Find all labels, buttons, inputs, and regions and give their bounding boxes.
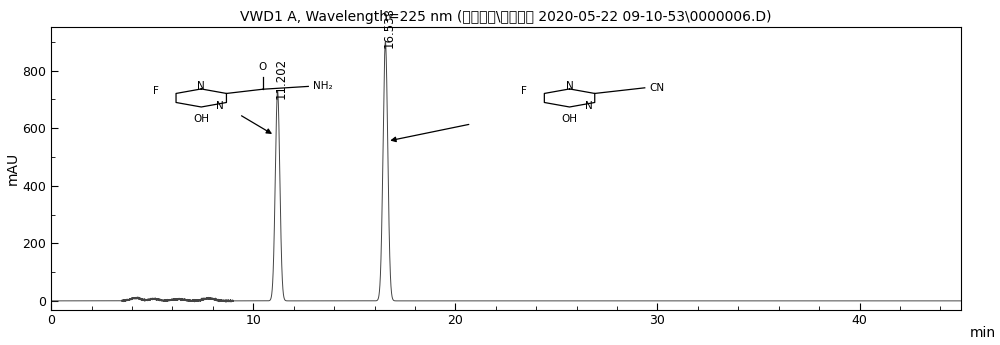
Text: 16.538: 16.538 [383,7,396,48]
Text: F: F [153,86,159,96]
Text: OH: OH [562,114,578,124]
Text: CN: CN [649,83,664,93]
Text: 11.202: 11.202 [275,58,288,99]
Text: OH: OH [193,114,209,124]
Text: O: O [259,62,267,72]
Text: min: min [970,326,996,341]
Text: N: N [197,81,205,91]
Text: N: N [566,81,573,91]
Text: N: N [216,101,224,111]
Text: F: F [521,86,527,96]
Text: NH₂: NH₂ [313,81,332,91]
Title: VWD1 A, Wavelength=225 nm (法匹拉书\法匹拉书 2020-05-22 09-10-53\0000006.D): VWD1 A, Wavelength=225 nm (法匹拉书\法匹拉书 202… [240,10,772,23]
Text: N: N [585,101,592,111]
Y-axis label: mAU: mAU [6,152,20,185]
